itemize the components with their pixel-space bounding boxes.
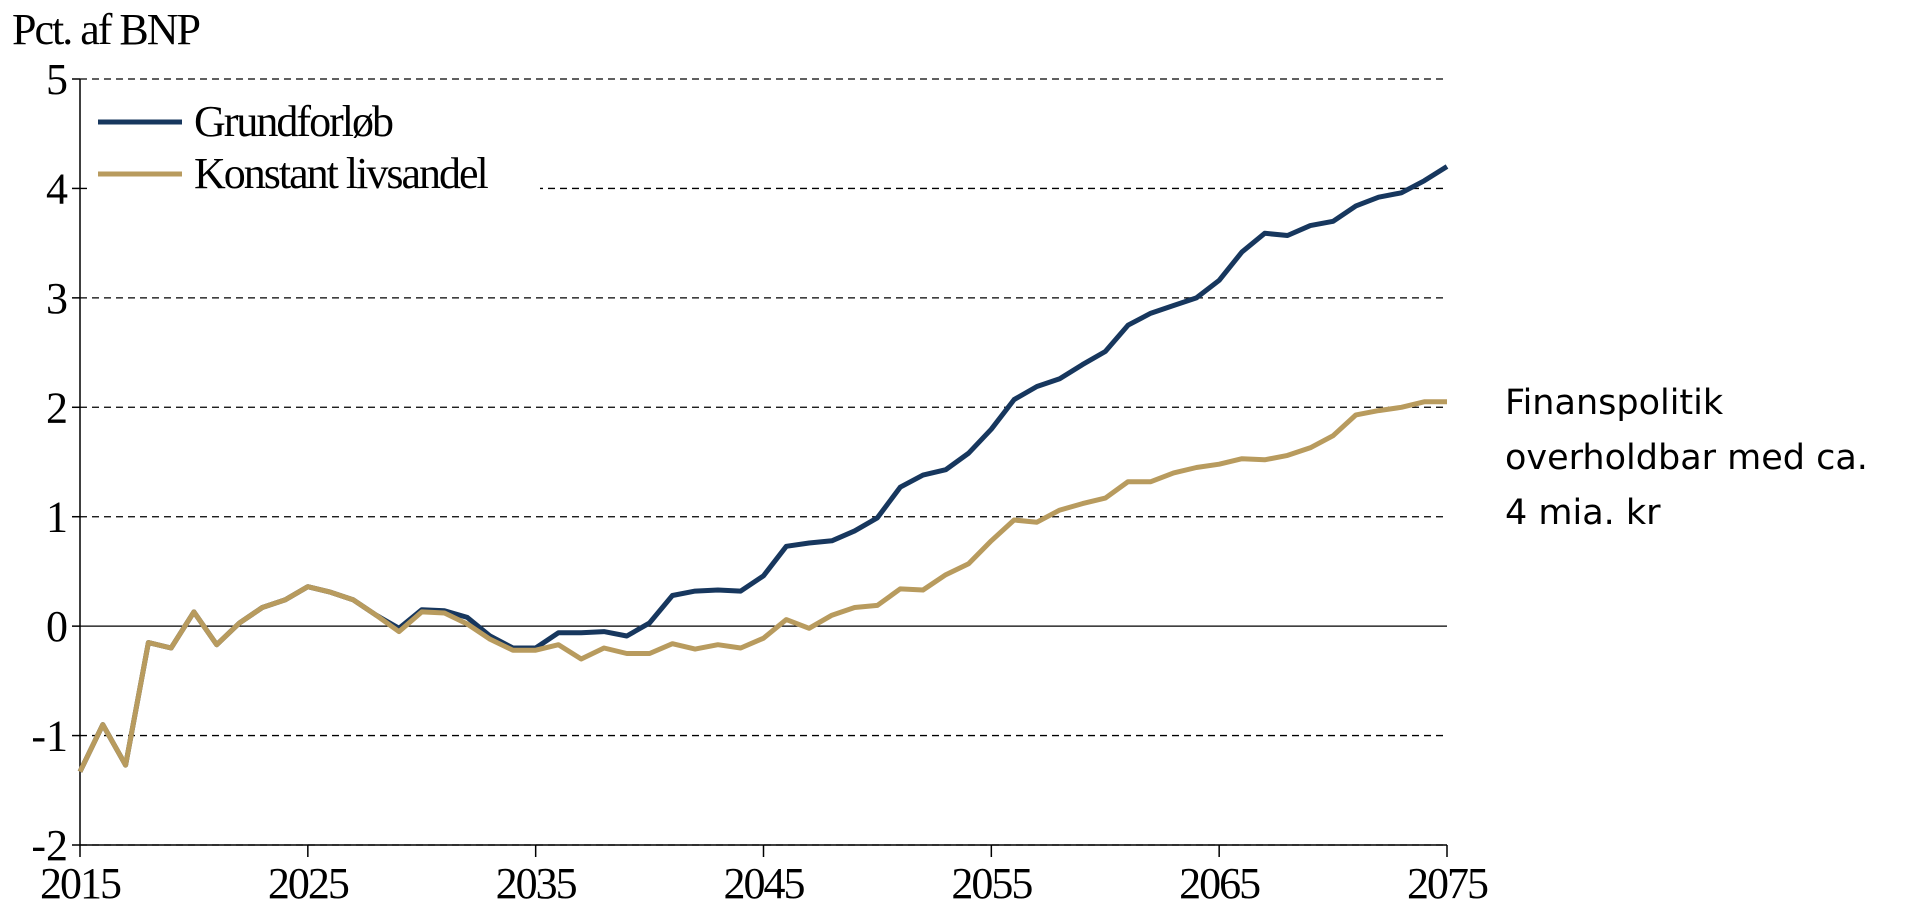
x-tick-label: 2025 [268,859,349,906]
y-tick-label: 0 [46,602,68,651]
series-line [77,164,1449,773]
x-tick-label: 2045 [724,859,805,906]
legend-label: Grundforløb [194,97,393,146]
y-tick-label: 2 [46,383,68,432]
y-tick-label: -2 [31,821,68,870]
y-tick-label: 4 [46,164,68,213]
annotation: 4 mia. kr [1505,493,1661,533]
y-tick-label: 3 [46,274,68,323]
x-tick-label: 2075 [1407,859,1488,906]
y-tick-label: 1 [46,493,68,542]
annotation: overholdbar med ca. [1505,438,1868,478]
y-tick-label: -1 [31,712,68,761]
x-tick-label: 2015 [40,859,121,906]
legend-box [92,86,540,196]
legend-label: Konstant livsandel [194,149,489,198]
y-axis-label: Pct. af BNP [12,5,200,54]
series-line [77,399,1447,773]
annotation: Finanspolitik [1505,383,1724,423]
y-tick-label: 5 [46,55,68,104]
x-tick-label: 2055 [951,859,1032,906]
x-tick-label: 2035 [496,859,577,906]
x-tick-label: 2065 [1179,859,1260,906]
